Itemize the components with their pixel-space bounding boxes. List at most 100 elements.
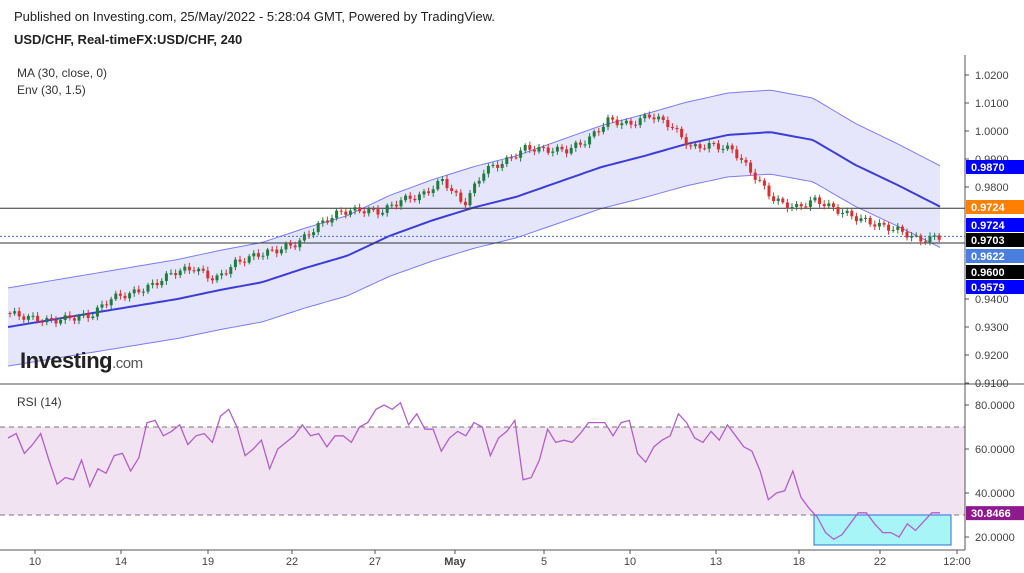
time-tick-label: 19 bbox=[202, 556, 214, 568]
candle-body bbox=[854, 216, 858, 222]
candle-body bbox=[160, 280, 164, 286]
candle-body bbox=[95, 307, 99, 317]
candle-body bbox=[362, 211, 366, 214]
envelope-band bbox=[8, 90, 940, 367]
ma-line bbox=[7, 131, 941, 328]
candle-body bbox=[201, 268, 205, 271]
candle-body bbox=[463, 201, 467, 206]
time-tick-label: 10 bbox=[29, 556, 41, 568]
candle-body bbox=[413, 198, 417, 201]
candle-body bbox=[730, 145, 734, 150]
candle-body bbox=[937, 235, 941, 240]
candle-body bbox=[367, 208, 371, 214]
candle-body bbox=[151, 282, 155, 285]
time-tick-label: 5 bbox=[541, 556, 547, 568]
legend-ma[interactable]: MA (30, close, 0) bbox=[17, 66, 108, 80]
price-tick-label: 0.9400 bbox=[975, 294, 1009, 306]
price-tick-label: 0.9300 bbox=[975, 322, 1009, 334]
candle-body bbox=[293, 245, 297, 248]
candle-body bbox=[707, 143, 711, 149]
candle-body bbox=[197, 268, 201, 272]
candle-body bbox=[519, 150, 523, 158]
time-tick-label: 14 bbox=[115, 556, 127, 568]
candle-body bbox=[634, 124, 638, 126]
candle-body bbox=[790, 206, 794, 209]
candle-body bbox=[716, 143, 720, 150]
time-tick-label: May bbox=[444, 556, 466, 568]
candle-body bbox=[450, 188, 454, 191]
candle-body bbox=[505, 157, 509, 164]
candle-body bbox=[141, 291, 145, 293]
price-label-box bbox=[966, 265, 1024, 279]
price-tick-label: 0.9100 bbox=[975, 378, 1009, 390]
candle-body bbox=[496, 164, 500, 168]
candle-body bbox=[344, 211, 348, 215]
legend-rsi[interactable]: RSI (14) bbox=[17, 395, 62, 409]
candle-body bbox=[40, 321, 44, 323]
price-label: 0.9600 bbox=[971, 267, 1005, 279]
price-tick-label: 1.0200 bbox=[975, 70, 1009, 82]
candle-body bbox=[583, 144, 587, 146]
price-tick-label: 0.9800 bbox=[975, 182, 1009, 194]
candle-body bbox=[491, 164, 495, 166]
investing-logo: Investing.com bbox=[20, 348, 143, 373]
candle-body bbox=[215, 275, 219, 281]
published-caption: Published on Investing.com, 25/May/2022 … bbox=[14, 9, 496, 24]
candle-body bbox=[588, 136, 592, 145]
candle-body bbox=[187, 266, 191, 271]
candle-body bbox=[330, 218, 334, 223]
candle-body bbox=[91, 316, 95, 319]
candle-body bbox=[72, 318, 76, 321]
candle-body bbox=[666, 120, 670, 128]
time-tick-label: 22 bbox=[286, 556, 298, 568]
candle-body bbox=[813, 197, 817, 201]
candle-body bbox=[206, 270, 210, 279]
candle-body bbox=[266, 249, 270, 256]
candle-body bbox=[298, 240, 302, 248]
legend-env[interactable]: Env (30, 1.5) bbox=[17, 83, 86, 97]
price-label: 0.9622 bbox=[971, 251, 1005, 263]
candle-body bbox=[647, 114, 651, 118]
candle-body bbox=[486, 165, 490, 174]
candle-body bbox=[900, 226, 904, 232]
candle-body bbox=[427, 191, 431, 193]
candle-body bbox=[477, 180, 481, 184]
price-tick-label: 0.9200 bbox=[975, 350, 1009, 362]
candle-body bbox=[178, 270, 182, 276]
candle-body bbox=[394, 204, 398, 207]
candle-body bbox=[371, 208, 375, 210]
candle-body bbox=[289, 243, 293, 246]
candle-body bbox=[399, 200, 403, 207]
candle-body bbox=[312, 232, 316, 236]
candle-body bbox=[302, 234, 306, 241]
candle-body bbox=[408, 195, 412, 199]
candle-body bbox=[735, 149, 739, 159]
candle-body bbox=[220, 273, 224, 276]
candle-body bbox=[118, 293, 122, 296]
candle-body bbox=[8, 313, 12, 314]
rsi-tick-label: 60.0000 bbox=[975, 444, 1015, 456]
candle-body bbox=[275, 249, 279, 254]
candle-body bbox=[569, 147, 573, 154]
price-label: 0.9724 bbox=[971, 202, 1006, 214]
candle-body bbox=[542, 147, 546, 149]
price-label: 0.9870 bbox=[971, 162, 1005, 174]
candle-body bbox=[123, 295, 127, 299]
candle-body bbox=[436, 180, 440, 190]
candle-body bbox=[105, 304, 109, 306]
candle-body bbox=[712, 143, 716, 145]
candle-body bbox=[592, 131, 596, 137]
candle-body bbox=[859, 218, 863, 222]
candle-body bbox=[247, 256, 251, 263]
oversold-highlight-box bbox=[813, 514, 952, 546]
candle-body bbox=[63, 315, 67, 320]
candle-body bbox=[174, 273, 178, 276]
candle-body bbox=[767, 185, 771, 197]
price-tick-label: 1.0100 bbox=[975, 98, 1009, 110]
candle-body bbox=[514, 157, 518, 159]
candle-body bbox=[321, 220, 325, 224]
candle-body bbox=[795, 204, 799, 207]
candle-body bbox=[827, 203, 831, 207]
candle-body bbox=[422, 191, 426, 195]
